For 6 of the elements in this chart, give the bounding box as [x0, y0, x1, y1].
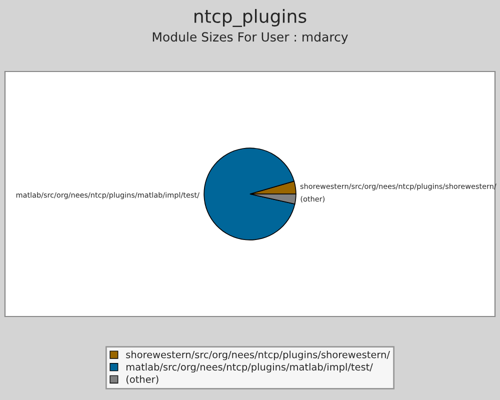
legend-label: (other)	[126, 375, 158, 384]
pie-slice	[204, 148, 296, 240]
chart-title: ntcp_plugins	[194, 9, 306, 27]
legend-label: matlab/src/org/nees/ntcp/plugins/matlab/impl/test/	[126, 363, 373, 372]
chart-subtitle: Module Sizes For User : mdarcy	[152, 32, 348, 44]
legend-label: shorewestern/src/org/nees/ntcp/plugins/shorewestern/	[126, 350, 390, 360]
